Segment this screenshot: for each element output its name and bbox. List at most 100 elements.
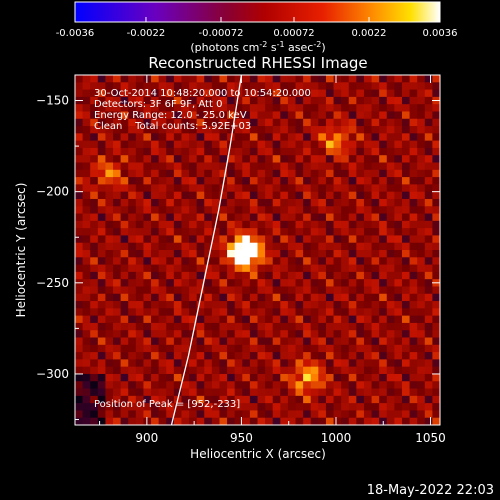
heatmap-cell: [325, 155, 335, 164]
heatmap-cell: [303, 184, 312, 193]
heatmap-cell: [401, 96, 411, 105]
heatmap-cell: [120, 417, 129, 425]
heatmap-cell: [310, 381, 319, 390]
heatmap-cell: [310, 257, 319, 266]
heatmap-cell: [249, 308, 259, 317]
heatmap-cell: [189, 184, 198, 193]
heatmap-cell: [401, 198, 411, 207]
heatmap-cell: [166, 250, 175, 258]
heatmap-cell: [310, 352, 319, 360]
heatmap-cell: [318, 403, 327, 412]
heatmap-cell: [417, 206, 426, 215]
heatmap-cell: [348, 315, 357, 324]
heatmap-cell: [386, 279, 395, 288]
heatmap-cell: [227, 308, 236, 317]
heatmap-cell: [310, 220, 319, 229]
heatmap-cell: [173, 344, 183, 353]
heatmap-cell: [135, 82, 145, 91]
heatmap-cell: [424, 271, 433, 280]
heatmap-cell: [424, 155, 433, 164]
heatmap-cell: [219, 228, 228, 237]
heatmap-cell: [135, 271, 145, 280]
heatmap-cell: [363, 271, 373, 280]
heatmap-cell: [272, 96, 281, 105]
heatmap-cell: [318, 395, 327, 404]
heatmap-cell: [234, 293, 243, 302]
heatmap-cell: [318, 388, 327, 397]
heatmap-cell: [219, 257, 228, 266]
heatmap-cell: [204, 271, 213, 280]
heatmap-cell: [166, 330, 175, 339]
heatmap-cell: [401, 75, 411, 83]
heatmap-cell: [189, 301, 198, 309]
heatmap-cell: [234, 359, 243, 368]
peak-position-label: Position of Peak = [952,-233]: [94, 399, 240, 410]
heatmap-cell: [356, 322, 365, 331]
heatmap-cell: [341, 147, 350, 156]
heatmap-cell: [143, 293, 152, 302]
heatmap-cell: [356, 271, 365, 280]
heatmap-cell: [166, 155, 175, 164]
heatmap-cell: [356, 104, 365, 113]
heatmap-cell: [265, 118, 274, 127]
heatmap-cell: [417, 344, 426, 353]
heatmap-cell: [409, 147, 418, 156]
heatmap-cell: [257, 228, 266, 237]
heatmap-cell: [379, 301, 388, 309]
heatmap-cell: [257, 177, 266, 185]
heatmap-cell: [211, 118, 221, 127]
heatmap-cell: [181, 395, 190, 404]
heatmap-cell: [105, 344, 114, 353]
heatmap-cell: [401, 111, 411, 120]
heatmap-cell: [394, 162, 403, 171]
heatmap-cell: [234, 155, 243, 164]
heatmap-cell: [173, 220, 183, 229]
heatmap-cell: [424, 322, 433, 331]
heatmap-cell: [166, 279, 175, 288]
heatmap-cell: [379, 89, 388, 98]
heatmap-cell: [310, 184, 319, 193]
heatmap-cell: [151, 162, 160, 171]
heatmap-cell: [143, 133, 152, 142]
heatmap-cell: [196, 395, 205, 404]
heatmap-cell: [432, 322, 440, 331]
heatmap-cell: [394, 366, 403, 375]
heatmap-cell: [173, 410, 183, 419]
heatmap-cell: [303, 89, 312, 98]
heatmap-cell: [417, 96, 426, 105]
heatmap-cell: [166, 228, 175, 237]
heatmap-cell: [143, 403, 152, 412]
heatmap-cell: [75, 410, 84, 419]
heatmap-cell: [401, 177, 411, 185]
heatmap-cell: [90, 366, 99, 375]
heatmap-cell: [90, 82, 99, 91]
heatmap-cell: [318, 118, 327, 127]
heatmap-cell: [120, 235, 129, 244]
heatmap-cell: [303, 213, 312, 222]
heatmap-cell: [348, 177, 357, 185]
heatmap-cell: [82, 191, 91, 200]
heatmap-cell: [318, 147, 327, 156]
heatmap-cell: [189, 271, 198, 280]
heatmap-cell: [242, 271, 251, 280]
heatmap-cell: [204, 359, 213, 368]
heatmap-cell: [432, 213, 440, 222]
heatmap-cell: [348, 322, 357, 331]
heatmap-cell: [120, 96, 129, 105]
heatmap-cell: [151, 111, 160, 120]
heatmap-cell: [432, 410, 440, 419]
heatmap-cells: [75, 75, 440, 425]
heatmap-cell: [234, 118, 243, 127]
heatmap-cell: [97, 403, 107, 412]
heatmap-cell: [401, 330, 411, 339]
heatmap-cell: [105, 286, 114, 295]
heatmap-cell: [242, 118, 251, 127]
heatmap-cell: [75, 82, 84, 91]
heatmap-cell: [265, 366, 274, 375]
heatmap-cell: [143, 169, 152, 178]
heatmap-cell: [227, 82, 236, 91]
heatmap-cell: [348, 75, 357, 83]
heatmap-cell: [120, 75, 129, 83]
heatmap-cell: [105, 381, 114, 390]
heatmap-cell: [424, 264, 433, 273]
